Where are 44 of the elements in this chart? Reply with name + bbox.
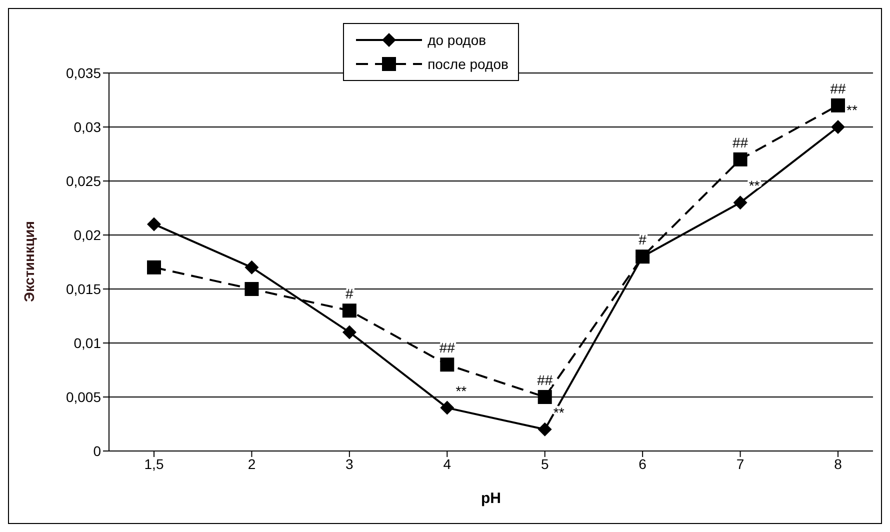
annotation: ## <box>537 372 553 388</box>
x-axis-title: pH <box>481 490 501 507</box>
annotation: ## <box>732 134 748 150</box>
point <box>831 120 845 134</box>
y-tick-label: 0,035 <box>66 64 102 81</box>
point <box>538 422 552 436</box>
annotation: ## <box>439 340 456 356</box>
point <box>244 282 259 296</box>
annotation: ** <box>748 178 760 194</box>
y-tick-label: 0,015 <box>66 280 102 297</box>
point <box>147 260 161 274</box>
y-axis-title: Экстинкция <box>20 221 37 302</box>
point <box>636 250 650 264</box>
point <box>244 260 259 274</box>
x-tick-label: 4 <box>443 456 452 472</box>
x-tick-label: 3 <box>346 456 354 472</box>
point <box>538 390 552 404</box>
y-tick-label: 0,005 <box>66 388 102 405</box>
point <box>440 400 454 415</box>
x-tick-label: 6 <box>638 456 647 472</box>
y-tick-label: 0,02 <box>74 226 102 243</box>
x-tick-label: 5 <box>540 456 549 472</box>
x-tick-label: 7 <box>736 456 744 472</box>
legend-label: после родов <box>428 56 508 72</box>
annotation: ** <box>846 102 858 118</box>
y-tick-label: 0,03 <box>74 118 102 135</box>
point <box>342 304 356 318</box>
y-tick-label: 0,01 <box>74 334 102 351</box>
point <box>733 152 748 166</box>
point <box>831 98 845 112</box>
y-tick-label: 0 <box>93 442 102 459</box>
annotation: # <box>346 286 354 302</box>
point <box>342 325 356 340</box>
point <box>733 196 748 210</box>
annotation: ## <box>830 80 846 96</box>
x-tick-label: 2 <box>248 456 256 472</box>
legend-label: до родов <box>428 32 486 48</box>
annotation: ** <box>456 382 468 399</box>
point <box>147 217 161 232</box>
point <box>440 358 454 372</box>
x-tick-label: 8 <box>834 456 842 472</box>
y-tick-label: 0,025 <box>66 172 102 189</box>
annotation: # <box>638 232 647 248</box>
x-tick-label: 1,5 <box>144 456 164 472</box>
